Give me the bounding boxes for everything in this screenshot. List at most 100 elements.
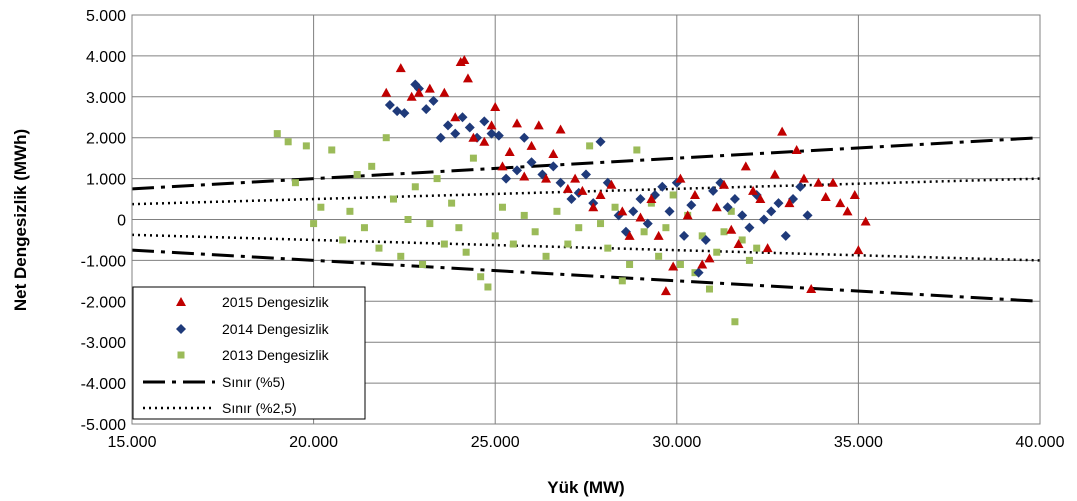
point-square bbox=[462, 248, 470, 256]
point-triangle bbox=[748, 185, 759, 195]
point-square bbox=[477, 273, 485, 281]
point-triangle bbox=[697, 259, 708, 269]
point-diamond bbox=[479, 116, 490, 127]
point-square bbox=[531, 228, 539, 236]
point-triangle bbox=[842, 206, 853, 216]
point-square bbox=[611, 203, 619, 211]
y-tick-label: 5.000 bbox=[86, 8, 126, 25]
point-diamond bbox=[744, 222, 755, 233]
point-diamond bbox=[548, 161, 559, 172]
point-triangle bbox=[450, 112, 461, 122]
point-triangle bbox=[635, 212, 646, 222]
point-diamond bbox=[384, 99, 395, 110]
point-diamond bbox=[493, 130, 504, 141]
point-square bbox=[302, 142, 310, 150]
point-square bbox=[448, 199, 456, 207]
point-triangle bbox=[511, 118, 522, 128]
point-triangle bbox=[733, 239, 744, 249]
point-square bbox=[640, 228, 648, 236]
legend-box bbox=[132, 286, 366, 420]
point-triangle bbox=[570, 173, 581, 183]
point-square bbox=[705, 285, 713, 293]
point-diamond bbox=[729, 194, 740, 205]
point-triangle bbox=[769, 169, 780, 179]
point-diamond bbox=[708, 185, 719, 196]
point-square bbox=[433, 175, 441, 183]
point-triangle bbox=[646, 194, 657, 204]
point-square bbox=[390, 195, 398, 203]
point-square bbox=[411, 183, 419, 191]
point-square bbox=[509, 240, 517, 248]
point-diamond bbox=[664, 206, 675, 217]
point-square bbox=[284, 138, 292, 146]
point-square bbox=[397, 252, 405, 260]
point-square bbox=[633, 146, 641, 154]
y-tick-label: 0 bbox=[117, 213, 126, 230]
point-diamond bbox=[555, 177, 566, 188]
point-square bbox=[310, 220, 318, 228]
point-square bbox=[676, 260, 684, 268]
point-square bbox=[353, 171, 361, 179]
y-axis-title: Net Dengesizlik (MWh) bbox=[11, 129, 30, 311]
x-tick-label: 25.000 bbox=[471, 434, 520, 451]
point-diamond bbox=[802, 210, 813, 221]
point-triangle bbox=[577, 185, 588, 195]
x-axis-title: Yük (MW) bbox=[547, 478, 624, 497]
point-triangle bbox=[486, 120, 497, 130]
point-triangle bbox=[479, 136, 490, 146]
point-diamond bbox=[581, 169, 591, 180]
x-tick-label: 30.000 bbox=[652, 434, 701, 451]
y-tick-label: 4.000 bbox=[86, 49, 126, 66]
point-square bbox=[698, 232, 706, 240]
y-tick-label: 2.000 bbox=[86, 131, 126, 148]
point-square bbox=[455, 224, 463, 232]
point-diamond bbox=[421, 104, 432, 115]
point-square bbox=[604, 244, 612, 252]
x-tick-label: 15.000 bbox=[108, 434, 157, 451]
point-triangle bbox=[548, 149, 559, 159]
y-tick-label: -4.000 bbox=[81, 376, 126, 393]
point-diamond bbox=[595, 136, 606, 147]
point-triangle bbox=[497, 161, 508, 171]
point-triangle bbox=[562, 183, 573, 193]
limit-line-dotted-upper bbox=[131, 177, 1041, 206]
point-triangle bbox=[777, 126, 788, 136]
legend: 2015 Dengesizlik 2014 Dengesizlik 2013 Den… bbox=[132, 286, 366, 420]
legend-label: Sınır (%2,5) bbox=[222, 400, 297, 416]
point-triangle bbox=[595, 189, 606, 199]
point-square bbox=[738, 236, 746, 244]
point-diamond bbox=[693, 267, 704, 278]
point-triangle bbox=[689, 189, 700, 199]
point-diamond bbox=[435, 132, 446, 143]
point-triangle bbox=[660, 286, 671, 296]
point-diamond bbox=[766, 206, 777, 217]
point-triangle bbox=[849, 189, 860, 199]
point-triangle bbox=[755, 194, 766, 204]
point-square bbox=[491, 232, 499, 240]
limit-lines bbox=[131, 136, 1041, 303]
point-square bbox=[618, 277, 626, 285]
point-square bbox=[368, 162, 376, 170]
legend-label: 2014 Dengesizlik bbox=[222, 321, 330, 337]
point-diamond bbox=[511, 165, 522, 176]
point-triangle bbox=[860, 216, 871, 226]
tick-labels: 15.000 20.000 25.000 30.000 35.000 40.000 5.00… bbox=[81, 8, 1065, 451]
grid-lines bbox=[132, 15, 1040, 424]
point-diamond bbox=[635, 194, 646, 205]
point-diamond bbox=[399, 108, 410, 119]
point-triangle bbox=[406, 91, 417, 101]
legend-marker-diamond bbox=[176, 324, 186, 334]
y-tick-label: 1.000 bbox=[86, 172, 126, 189]
point-diamond bbox=[457, 112, 468, 123]
point-triangle bbox=[791, 144, 802, 154]
point-square bbox=[440, 240, 448, 248]
point-triangle bbox=[726, 224, 737, 234]
point-diamond bbox=[486, 128, 497, 139]
point-diamond bbox=[780, 230, 791, 241]
point-triangle bbox=[740, 161, 751, 171]
point-diamond bbox=[450, 128, 461, 139]
point-diamond bbox=[700, 234, 711, 245]
point-triangle bbox=[820, 192, 831, 202]
point-diamond bbox=[737, 210, 748, 221]
point-square bbox=[498, 203, 506, 211]
